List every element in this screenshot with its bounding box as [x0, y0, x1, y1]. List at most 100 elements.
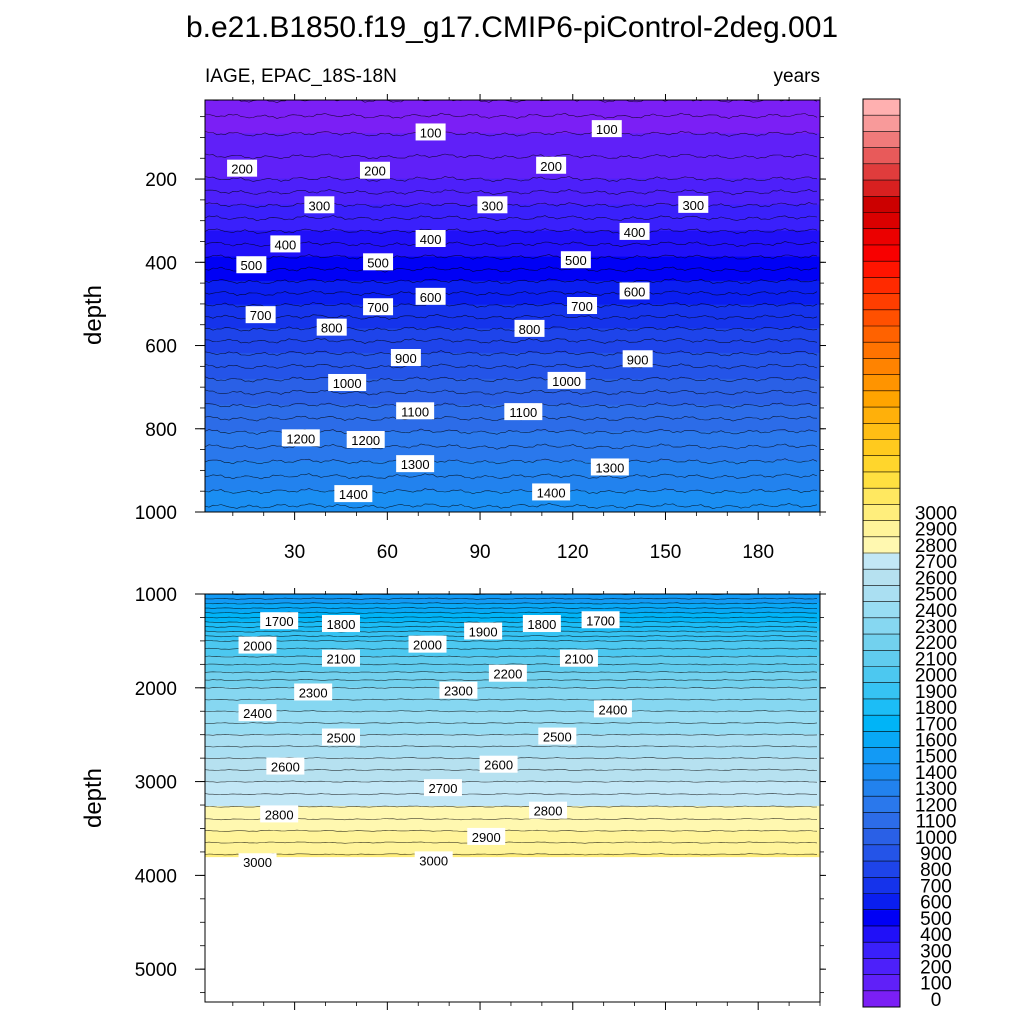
- contour-label: 2800: [529, 801, 568, 819]
- colorbar-box: [863, 585, 900, 603]
- contour-label-box: [423, 779, 462, 797]
- upper-contour-lines: [205, 100, 818, 510]
- contour-line-950: [205, 363, 818, 370]
- x-tick-label: 120: [557, 542, 589, 563]
- contour-label-box: [281, 429, 320, 447]
- colorbar-box: [863, 455, 900, 473]
- contour-line-100: [205, 130, 818, 137]
- contour-label: 1400: [334, 485, 373, 503]
- contour-line-1350: [205, 473, 818, 480]
- contour-label-text: 200: [231, 162, 253, 177]
- contour-label-box: [678, 195, 709, 213]
- colorbar-box: [863, 877, 900, 894]
- contour-label: 800: [514, 319, 545, 337]
- contour-label-box: [346, 431, 385, 449]
- contour-label-box: [294, 683, 333, 701]
- contour-label-text: 500: [367, 255, 389, 270]
- upper-contour-panel: 100 100 200 200 200 300 300 300 400 400 400 500 500 5…: [135, 94, 826, 563]
- contour-label-text: 2200: [493, 667, 522, 682]
- contour-label: 3000: [238, 853, 277, 871]
- colorbar-label: 600: [920, 893, 952, 914]
- contour-label: 2600: [266, 757, 305, 775]
- contour-label: 900: [390, 349, 421, 367]
- contour-label: 2000: [238, 636, 277, 654]
- x-tick-label: 90: [469, 542, 490, 563]
- contour-label-text: 1400: [339, 487, 368, 502]
- contour-label-box: [415, 229, 446, 247]
- contour-label-box: [328, 373, 367, 391]
- contour-label-text: 1800: [527, 617, 556, 632]
- contour-line-1450: [205, 502, 818, 510]
- contour-label-box: [559, 649, 598, 667]
- contour-label-text: 700: [571, 299, 593, 314]
- contour-label-box: [396, 402, 435, 420]
- colorbar-box: [863, 261, 900, 278]
- contour-label-box: [477, 196, 508, 214]
- contour-label-box: [396, 455, 435, 473]
- contour-line-1300: [205, 458, 818, 465]
- contour-label-text: 2700: [429, 781, 458, 796]
- contour-line-1550: [205, 597, 818, 600]
- contour-label-text: 2500: [327, 731, 356, 746]
- contour-line-1900: [205, 630, 818, 633]
- contour-label-text: 3000: [419, 853, 448, 868]
- contour-line-500: [205, 254, 818, 261]
- contour-label-text: 1900: [469, 625, 498, 640]
- contour-label-box: [591, 120, 622, 138]
- colorbar-label: 2000: [915, 666, 957, 687]
- contour-label-text: 400: [420, 232, 442, 247]
- contour-label-box: [504, 403, 543, 421]
- colorbar-box: [863, 958, 900, 976]
- contour-label: 2300: [439, 681, 478, 699]
- contour-label-box: [415, 123, 446, 141]
- contour-label: 1800: [522, 615, 561, 633]
- contour-label: 1700: [581, 611, 620, 629]
- x-tick-label: 150: [650, 542, 682, 563]
- colorbar-label: 1200: [915, 795, 957, 816]
- colorbar-box: [863, 731, 900, 749]
- colorbar-box: [863, 390, 900, 408]
- colorbar-box: [863, 990, 900, 1008]
- contour-label-text: 1200: [286, 431, 315, 446]
- contour-label-text: 200: [364, 164, 386, 179]
- contour-line-250: [205, 188, 818, 196]
- colorbar-label: 200: [920, 957, 952, 978]
- contour-label-text: 2800: [265, 807, 294, 822]
- lower-contour-labels: 1700 1700 1800 1800 1900 2000 2000 2100 2100 2200…: [238, 611, 632, 871]
- colorbar-box: [863, 439, 900, 457]
- colorbar-label: 1700: [915, 714, 957, 735]
- contour-label-text: 400: [624, 225, 646, 240]
- contour-line-1750: [205, 616, 818, 619]
- contour-label-text: 1000: [552, 374, 581, 389]
- contour-label-text: 2500: [543, 730, 572, 745]
- contour-label-text: 100: [420, 125, 442, 140]
- contour-line-1650: [205, 607, 818, 610]
- contour-line-2900: [205, 829, 818, 832]
- colorbar-box: [863, 828, 900, 846]
- contour-label: 2100: [321, 649, 360, 667]
- colorbar-box: [863, 650, 900, 667]
- contour-line-2450: [205, 721, 818, 725]
- contour-label-text: 700: [367, 300, 389, 315]
- contour-label: 2900: [467, 827, 506, 845]
- contour-line-1850: [205, 625, 818, 628]
- colorbar-box: [863, 617, 900, 635]
- contour-label: 1700: [260, 612, 299, 630]
- contour-line-350: [205, 215, 818, 222]
- contour-label-box: [619, 222, 650, 240]
- contour-label-text: 1300: [595, 460, 624, 475]
- contour-label: 2300: [294, 683, 333, 701]
- colorbar-label: 1100: [916, 812, 957, 833]
- contour-label-text: 800: [519, 322, 541, 337]
- contour-label-text: 1100: [401, 404, 429, 419]
- colorbar-label: 1300: [915, 779, 957, 800]
- contour-line-200: [205, 175, 818, 183]
- contour-label-box: [514, 319, 545, 337]
- colorbar-box: [863, 277, 900, 295]
- x-tick-label: 60: [377, 542, 398, 563]
- contour-line-50: [205, 112, 818, 119]
- contour-label-box: [488, 664, 527, 682]
- contour-label: 400: [270, 235, 301, 253]
- colorbar-label: 3000: [915, 503, 957, 524]
- contour-label: 100: [591, 120, 622, 138]
